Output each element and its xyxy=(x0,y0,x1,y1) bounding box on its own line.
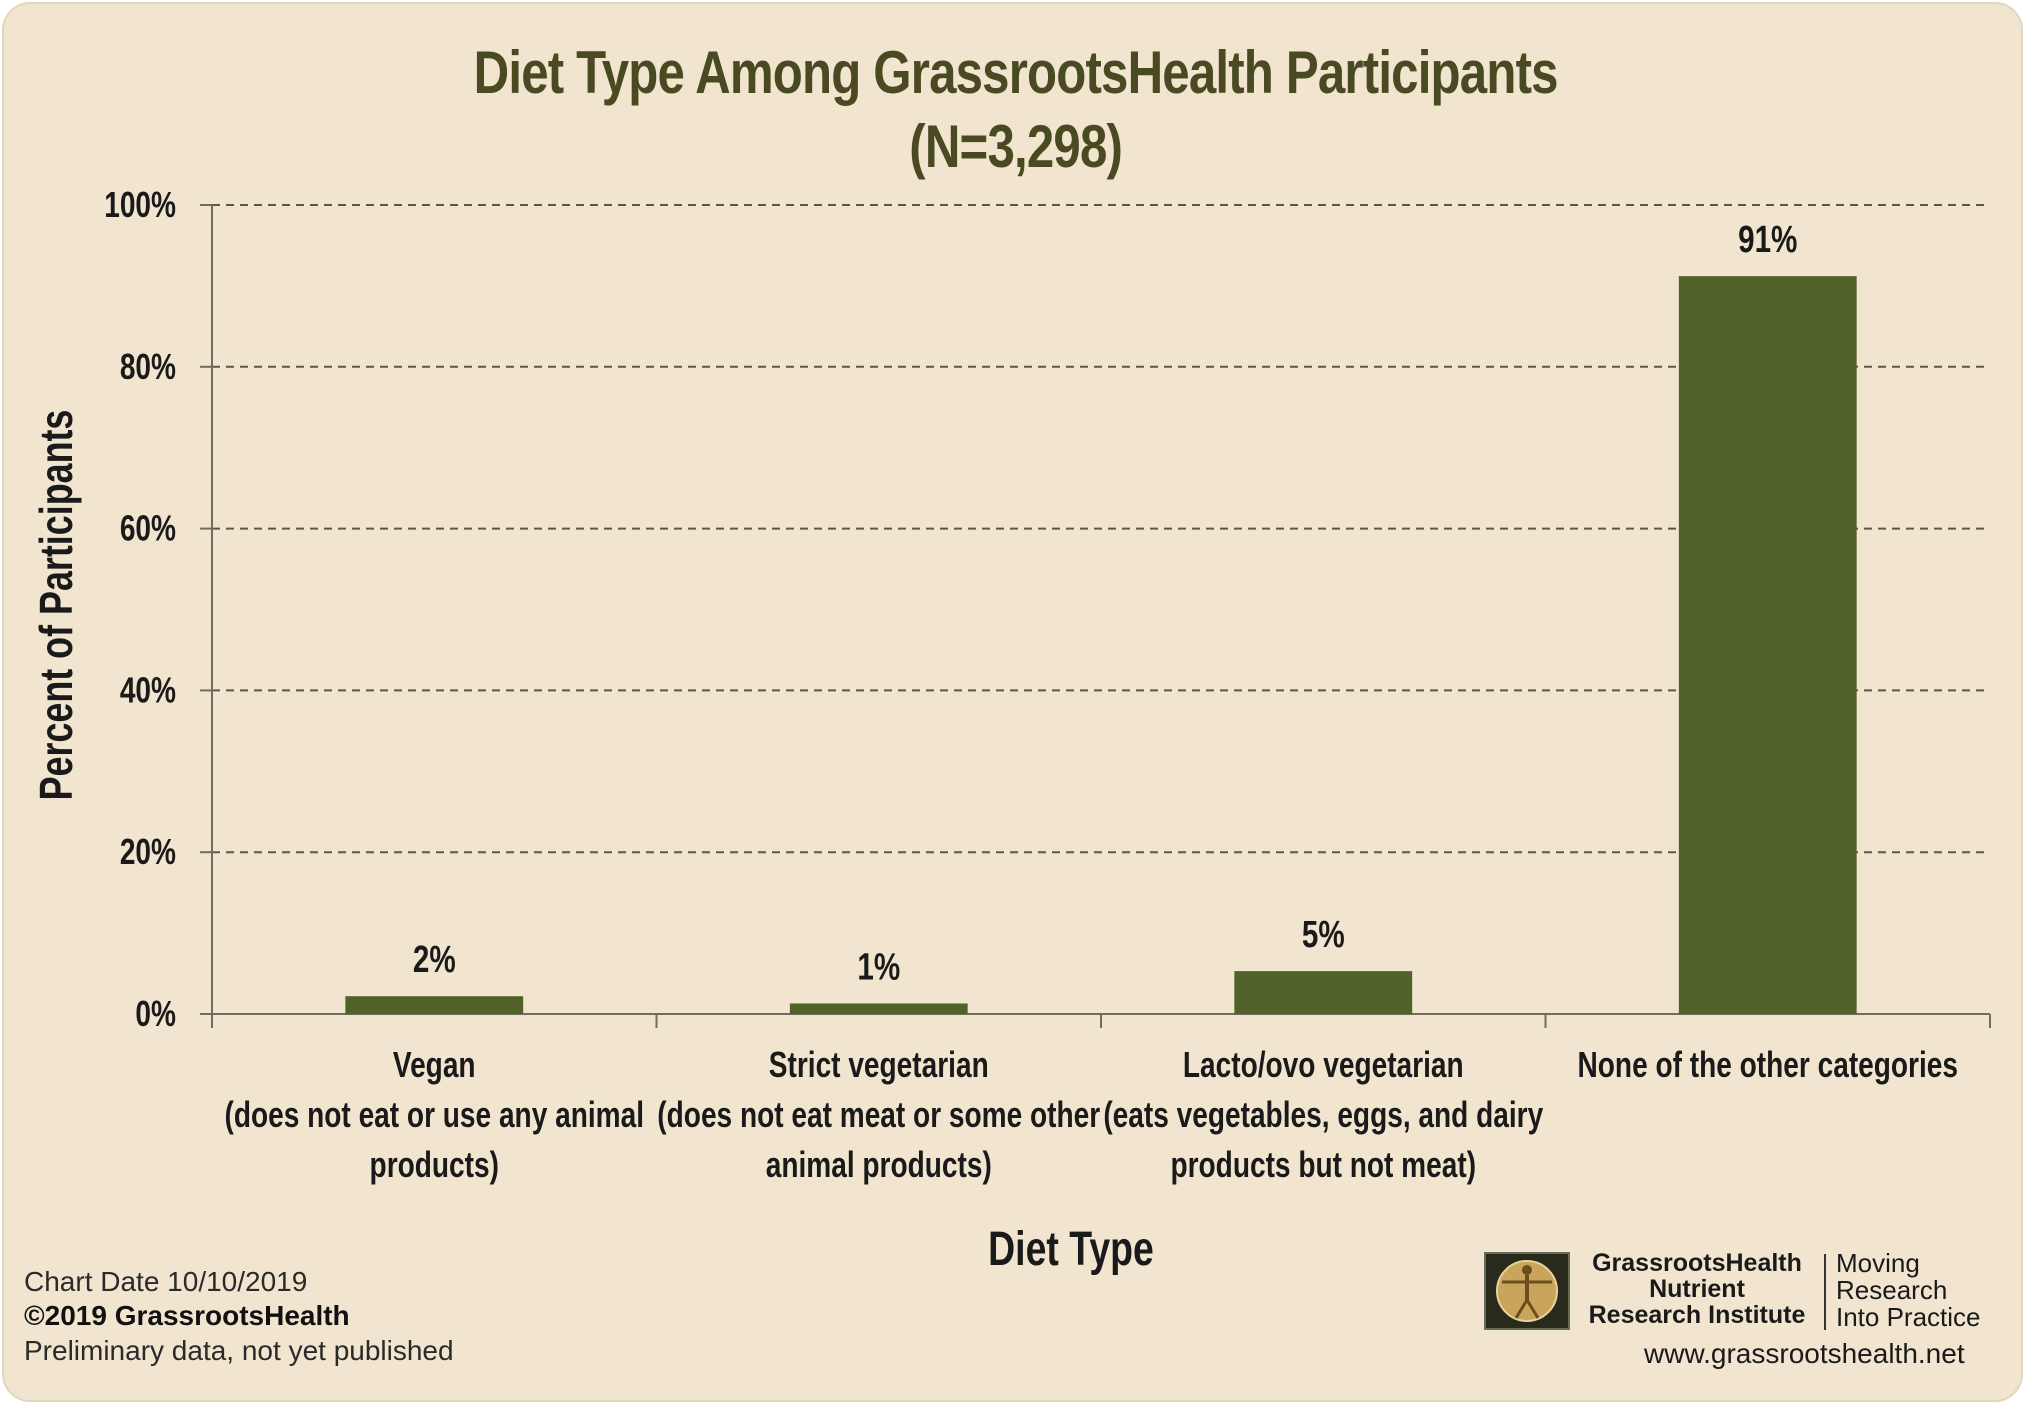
bar xyxy=(789,1003,968,1014)
y-tick-label-group: 20% xyxy=(120,832,176,872)
gridlines xyxy=(212,204,1990,854)
category-label: products) xyxy=(370,1145,499,1185)
y-tick-label-group: 60% xyxy=(120,508,176,548)
logo-tagline: Moving Research Into Practice xyxy=(1836,1250,2006,1331)
category-label: animal products) xyxy=(766,1145,992,1185)
y-axis-title-group: Percent of Participants xyxy=(31,410,82,801)
logo-org-line: Research Institute xyxy=(1588,1301,1806,1329)
logo-tagline-line: Moving xyxy=(1836,1248,1920,1278)
logo-block: GrassrootsHealth Nutrient Research Insti… xyxy=(1484,1250,2004,1340)
data-label-group: 91% xyxy=(1738,219,1797,261)
y-tick-label-group: 40% xyxy=(120,670,176,710)
category-label-group: None of the other categories xyxy=(1578,1045,1958,1085)
y-tick-label: 100% xyxy=(104,185,176,225)
category-label: Vegan xyxy=(393,1045,476,1085)
category-label-group: products) xyxy=(370,1145,499,1185)
labels: 0% 20% 40% 60% 80% 100% 2% Vegan (does not eat o… xyxy=(31,185,1958,1276)
category-label-group: products but not meat) xyxy=(1170,1145,1476,1185)
category-label-group: animal products) xyxy=(766,1145,992,1185)
bars xyxy=(345,276,1857,1014)
chart-date: Chart Date 10/10/2019 xyxy=(24,1266,308,1297)
category-label: Lacto/ovo vegetarian xyxy=(1183,1045,1464,1085)
data-label-group: 2% xyxy=(413,939,456,981)
logo-org-line: Nutrient xyxy=(1649,1275,1745,1303)
y-axis-title: Percent of Participants xyxy=(31,410,82,801)
category-label: (eats vegetables, eggs, and dairy xyxy=(1103,1095,1543,1135)
website-url: www.grassrootshealth.net xyxy=(1644,1338,1965,1369)
data-label: 91% xyxy=(1738,219,1797,261)
chart-subtitle: (N=3,298) xyxy=(909,113,1123,180)
category-label: (does not eat or use any animal xyxy=(224,1095,644,1135)
data-label: 5% xyxy=(1302,914,1345,956)
y-tick-label-group: 100% xyxy=(104,185,176,225)
data-label-group: 5% xyxy=(1302,914,1345,956)
category-label-group: Lacto/ovo vegetarian xyxy=(1183,1045,1464,1085)
category-label-group: Vegan xyxy=(393,1045,476,1085)
logo-tagline-line: Research xyxy=(1836,1275,1948,1305)
y-tick-label: 80% xyxy=(120,346,176,386)
category-label: products but not meat) xyxy=(1170,1145,1476,1185)
logo-organization: GrassrootsHealth Nutrient Research Insti… xyxy=(1582,1250,1812,1328)
vitruvian-logo-icon xyxy=(1484,1252,1570,1330)
y-tick-label: 0% xyxy=(135,994,176,1034)
category-label-group: (does not eat or use any animal xyxy=(224,1095,644,1135)
y-tick-label-group: 80% xyxy=(120,346,176,386)
chart-title: Diet Type Among GrassrootsHealth Partici… xyxy=(473,39,1559,106)
y-tick-label: 40% xyxy=(120,670,176,710)
bar xyxy=(345,996,524,1014)
category-label: (does not eat meat or some other xyxy=(657,1095,1100,1135)
logo-tagline-line: Into Practice xyxy=(1836,1302,1981,1332)
category-label-group: (eats vegetables, eggs, and dairy xyxy=(1103,1095,1543,1135)
bar xyxy=(1234,971,1413,1014)
copyright: ©2019 GrassrootsHealth xyxy=(24,1300,350,1331)
x-axis-title: Diet Type xyxy=(988,1223,1154,1277)
y-tick-label-group: 0% xyxy=(135,994,176,1034)
y-tick-label: 20% xyxy=(120,832,176,872)
bar xyxy=(1678,276,1857,1014)
data-label: 1% xyxy=(857,946,900,988)
category-label: Strict vegetarian xyxy=(769,1045,989,1085)
x-axis-title-group: Diet Type xyxy=(988,1223,1154,1277)
data-label: 2% xyxy=(413,939,456,981)
logo-divider xyxy=(1824,1254,1826,1330)
data-label-group: 1% xyxy=(857,946,900,988)
logo-org-line: GrassrootsHealth xyxy=(1592,1249,1802,1277)
preliminary-note: Preliminary data, not yet published xyxy=(24,1335,454,1366)
y-tick-label: 60% xyxy=(120,508,176,548)
category-label-group: Strict vegetarian xyxy=(769,1045,989,1085)
category-label-group: (does not eat meat or some other xyxy=(657,1095,1100,1135)
category-label: None of the other categories xyxy=(1578,1045,1958,1085)
